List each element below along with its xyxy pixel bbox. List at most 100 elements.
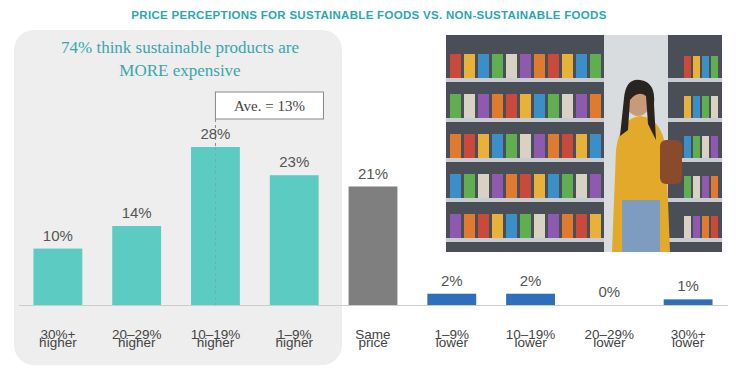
x-tick-label-line: higher: [197, 335, 235, 350]
bar: [506, 294, 555, 305]
bar: [664, 299, 713, 305]
x-tick: 20–29%lower: [585, 305, 635, 350]
photo-product: [520, 214, 531, 238]
x-tick-label-line: lower: [672, 335, 705, 350]
photo-product: [590, 134, 601, 158]
x-tick-label-line: higher: [39, 335, 77, 350]
x-tick-label-line: price: [358, 335, 387, 350]
bar: [112, 226, 161, 305]
panel-annotation-line: MORE expensive: [119, 61, 240, 80]
photo-product: [450, 174, 461, 198]
photo-product: [506, 134, 517, 158]
bar: [349, 187, 398, 306]
photo: [446, 35, 722, 252]
photo-product: [684, 176, 691, 198]
photo-product: [464, 134, 475, 158]
photo-product: [590, 214, 601, 238]
x-tick-label: 20–29%lower: [585, 327, 635, 350]
x-tick: 20–29%higher: [112, 305, 162, 350]
photo-product: [562, 174, 573, 198]
photo-product: [520, 94, 531, 118]
photo-product: [492, 214, 503, 238]
x-tick: 30%+lower: [671, 305, 706, 350]
photo-product: [693, 96, 700, 118]
photo-product: [450, 54, 461, 78]
photo-product: [464, 54, 475, 78]
x-tick-label: 10–19%higher: [191, 327, 241, 350]
data-label: 2%: [520, 272, 542, 289]
photo-shelf: [446, 238, 722, 242]
photo-product: [711, 56, 718, 78]
photo-product: [693, 56, 700, 78]
photo-person-hair: [620, 80, 656, 140]
photo-product: [534, 54, 545, 78]
highlight-panel: [14, 30, 342, 365]
photo-product: [506, 94, 517, 118]
photo-product: [576, 54, 587, 78]
photo-product: [534, 94, 545, 118]
bar: [191, 147, 240, 305]
x-tick: 10–19%lower: [506, 305, 556, 350]
photo-background: [446, 35, 722, 252]
panel-annotation-line: 74% think sustainable products are: [61, 38, 299, 57]
photo-product: [464, 94, 475, 118]
photo-product: [693, 216, 700, 238]
photo-product: [520, 174, 531, 198]
photo-product: [478, 214, 489, 238]
photo-product: [702, 176, 709, 198]
chart-container: PRICE PERCEPTIONS FOR SUSTAINABLE FOODS …: [0, 0, 739, 379]
photo-product: [548, 54, 559, 78]
x-tick-label: 20–29%higher: [112, 327, 162, 350]
chart-svg: PRICE PERCEPTIONS FOR SUSTAINABLE FOODS …: [0, 0, 739, 379]
photo-product: [576, 214, 587, 238]
bar: [33, 249, 82, 305]
photo-product: [684, 136, 691, 158]
photo-product: [534, 214, 545, 238]
photo-product: [711, 96, 718, 118]
photo-product: [711, 216, 718, 238]
photo-product: [562, 214, 573, 238]
photo-product: [492, 54, 503, 78]
average-annotation: Ave. = 13%: [215, 92, 323, 119]
photo-product: [590, 94, 601, 118]
photo-product: [492, 174, 503, 198]
data-label: 21%: [358, 165, 388, 182]
photo-person-bag: [660, 140, 682, 184]
photo-product: [506, 214, 517, 238]
average-line-over-bar: [215, 147, 216, 305]
photo-product: [506, 174, 517, 198]
x-axis: 30%+higher20–29%higher10–19%higher1–9%hi…: [19, 305, 728, 350]
photo-product: [464, 214, 475, 238]
photo-product: [562, 134, 573, 158]
photo-product: [506, 54, 517, 78]
x-tick: 10–19%higher: [191, 305, 241, 350]
photo-shelf: [446, 198, 722, 202]
photo-product: [684, 56, 691, 78]
photo-product: [590, 54, 601, 78]
data-label: 14%: [122, 204, 152, 221]
photo-shelf: [446, 118, 722, 122]
chart-title: PRICE PERCEPTIONS FOR SUSTAINABLE FOODS …: [131, 9, 606, 21]
x-tick-label-line: lower: [436, 335, 469, 350]
photo-product: [450, 134, 461, 158]
photo-product: [548, 134, 559, 158]
photo-product: [492, 134, 503, 158]
x-tick-label: Sameprice: [355, 327, 390, 350]
x-tick-label-line: lower: [514, 335, 547, 350]
average-label: Ave. = 13%: [234, 98, 305, 114]
x-tick-label-line: higher: [275, 335, 313, 350]
photo-product: [548, 174, 559, 198]
x-tick-label-line: lower: [593, 335, 626, 350]
data-labels: 10%14%28%23%21%2%2%0%1%: [43, 125, 699, 300]
photo-product: [478, 54, 489, 78]
photo-shelf: [446, 78, 722, 82]
bar: [585, 305, 634, 306]
photo-product: [684, 216, 691, 238]
photo-product: [693, 136, 700, 158]
photo-product: [702, 216, 709, 238]
photo-product: [520, 134, 531, 158]
x-axis-line: [19, 305, 728, 306]
x-tick-label: 30%+higher: [39, 327, 77, 350]
photo-product: [711, 136, 718, 158]
photo-product: [534, 134, 545, 158]
